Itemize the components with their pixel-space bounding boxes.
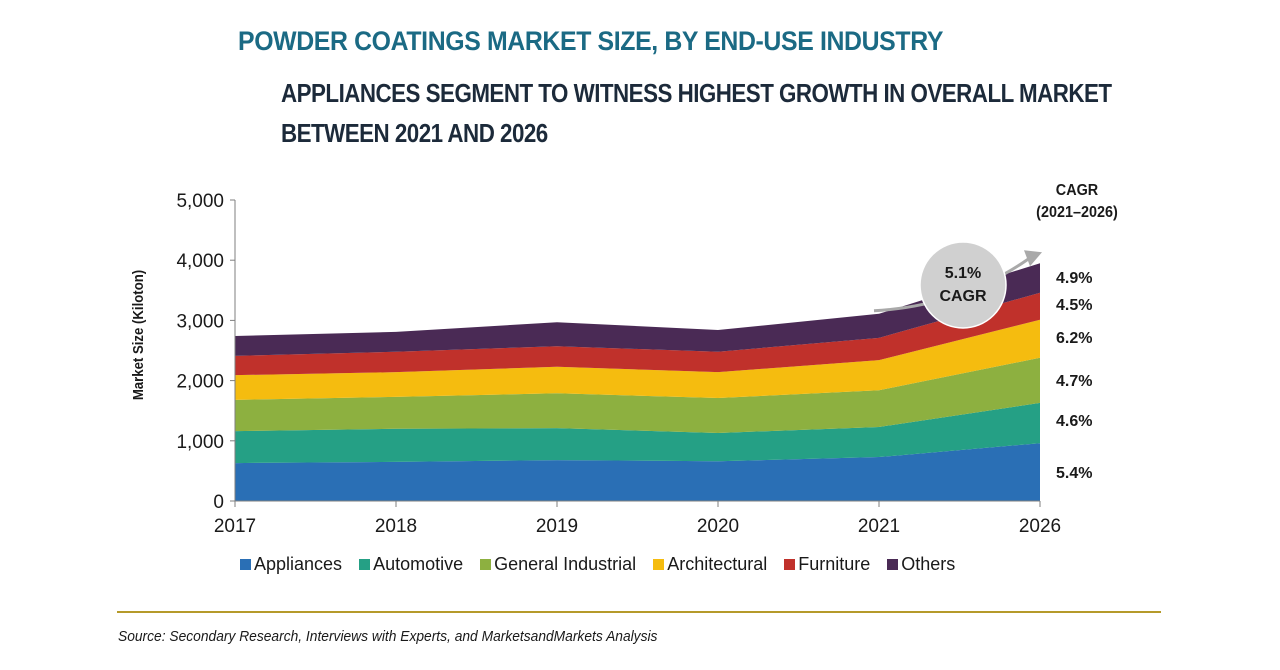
y-ticks: 0 1,000 2,000 3,000 4,000 5,000	[176, 191, 235, 513]
area-automotive	[235, 402, 1040, 464]
area-others	[235, 263, 1040, 356]
x-tick-label: 2026	[1019, 516, 1061, 537]
x-tick-label: 2017	[214, 516, 256, 537]
cagr-header-period: (2021–2026)	[1036, 204, 1118, 221]
area-architectural	[235, 319, 1040, 400]
cagr-value-architectural: 6.2%	[1056, 330, 1093, 347]
legend-swatch	[653, 559, 665, 570]
cagr-value-others: 4.9%	[1056, 270, 1093, 287]
chart-title: POWDER COATINGS MARKET SIZE, BY END-USE …	[238, 26, 944, 56]
y-tick-label: 5,000	[176, 191, 224, 212]
y-tick-label: 3,000	[176, 311, 224, 332]
cagr-value-general-industrial: 4.7%	[1056, 373, 1093, 390]
divider	[117, 611, 1161, 613]
legend-item: General Industrial	[480, 554, 636, 575]
area-furniture	[235, 292, 1040, 376]
legend-item: Architectural	[653, 554, 767, 575]
legend-swatch	[359, 559, 371, 570]
area-layers	[235, 263, 1040, 501]
y-tick-label: 0	[213, 492, 224, 513]
legend-label: Architectural	[667, 554, 768, 574]
x-tick-label: 2018	[375, 516, 417, 537]
axes	[234, 200, 1040, 502]
callout-label: 5.1% CAGR	[920, 262, 1006, 308]
y-tick-label: 1,000	[176, 432, 224, 453]
y-tick-label: 4,000	[176, 251, 224, 272]
legend-item: Furniture	[784, 554, 870, 575]
callout-caption: CAGR	[939, 288, 987, 305]
legend: Appliances Automotive General Industrial Ar…	[240, 554, 955, 575]
cagr-value-appliances: 5.4%	[1056, 465, 1093, 482]
chart-subtitle-line2: BETWEEN 2021 AND 2026	[281, 118, 548, 148]
area-general-industrial	[235, 357, 1040, 433]
x-ticks: 2017 2018 2019 2020 2021 2026	[214, 501, 1061, 537]
cagr-callout	[873, 241, 1042, 329]
cagr-value-automotive: 4.6%	[1056, 413, 1093, 430]
callout-circle	[919, 241, 1007, 329]
legend-label: Appliances	[254, 554, 343, 574]
legend-label: Others	[901, 554, 956, 574]
legend-label: Automotive	[373, 554, 464, 574]
legend-item: Others	[887, 554, 955, 575]
area-appliances	[235, 443, 1040, 501]
callout-value: 5.1%	[944, 265, 982, 282]
legend-label: General Industrial	[494, 554, 637, 574]
source-note: Source: Secondary Research, Interviews w…	[118, 628, 658, 645]
legend-label: Furniture	[798, 554, 871, 574]
legend-swatch	[887, 559, 899, 570]
legend-item: Automotive	[359, 554, 463, 575]
x-tick-label: 2020	[697, 516, 739, 537]
x-tick-label: 2019	[536, 516, 578, 537]
cagr-header-title: CAGR	[1055, 182, 1099, 199]
trend-arrowhead-icon	[1024, 250, 1042, 267]
cagr-value-furniture: 4.5%	[1056, 297, 1093, 314]
y-tick-label: 2,000	[176, 372, 224, 393]
legend-item: Appliances	[240, 554, 342, 575]
x-tick-label: 2021	[858, 516, 900, 537]
legend-swatch	[480, 559, 492, 570]
chart-subtitle-line1: APPLIANCES SEGMENT TO WITNESS HIGHEST GR…	[281, 78, 1112, 108]
legend-swatch	[784, 559, 796, 570]
cagr-header: CAGR (2021–2026)	[1028, 180, 1127, 224]
y-axis-label: Market Size (Kiloton)	[129, 270, 146, 400]
legend-swatch	[240, 559, 251, 570]
